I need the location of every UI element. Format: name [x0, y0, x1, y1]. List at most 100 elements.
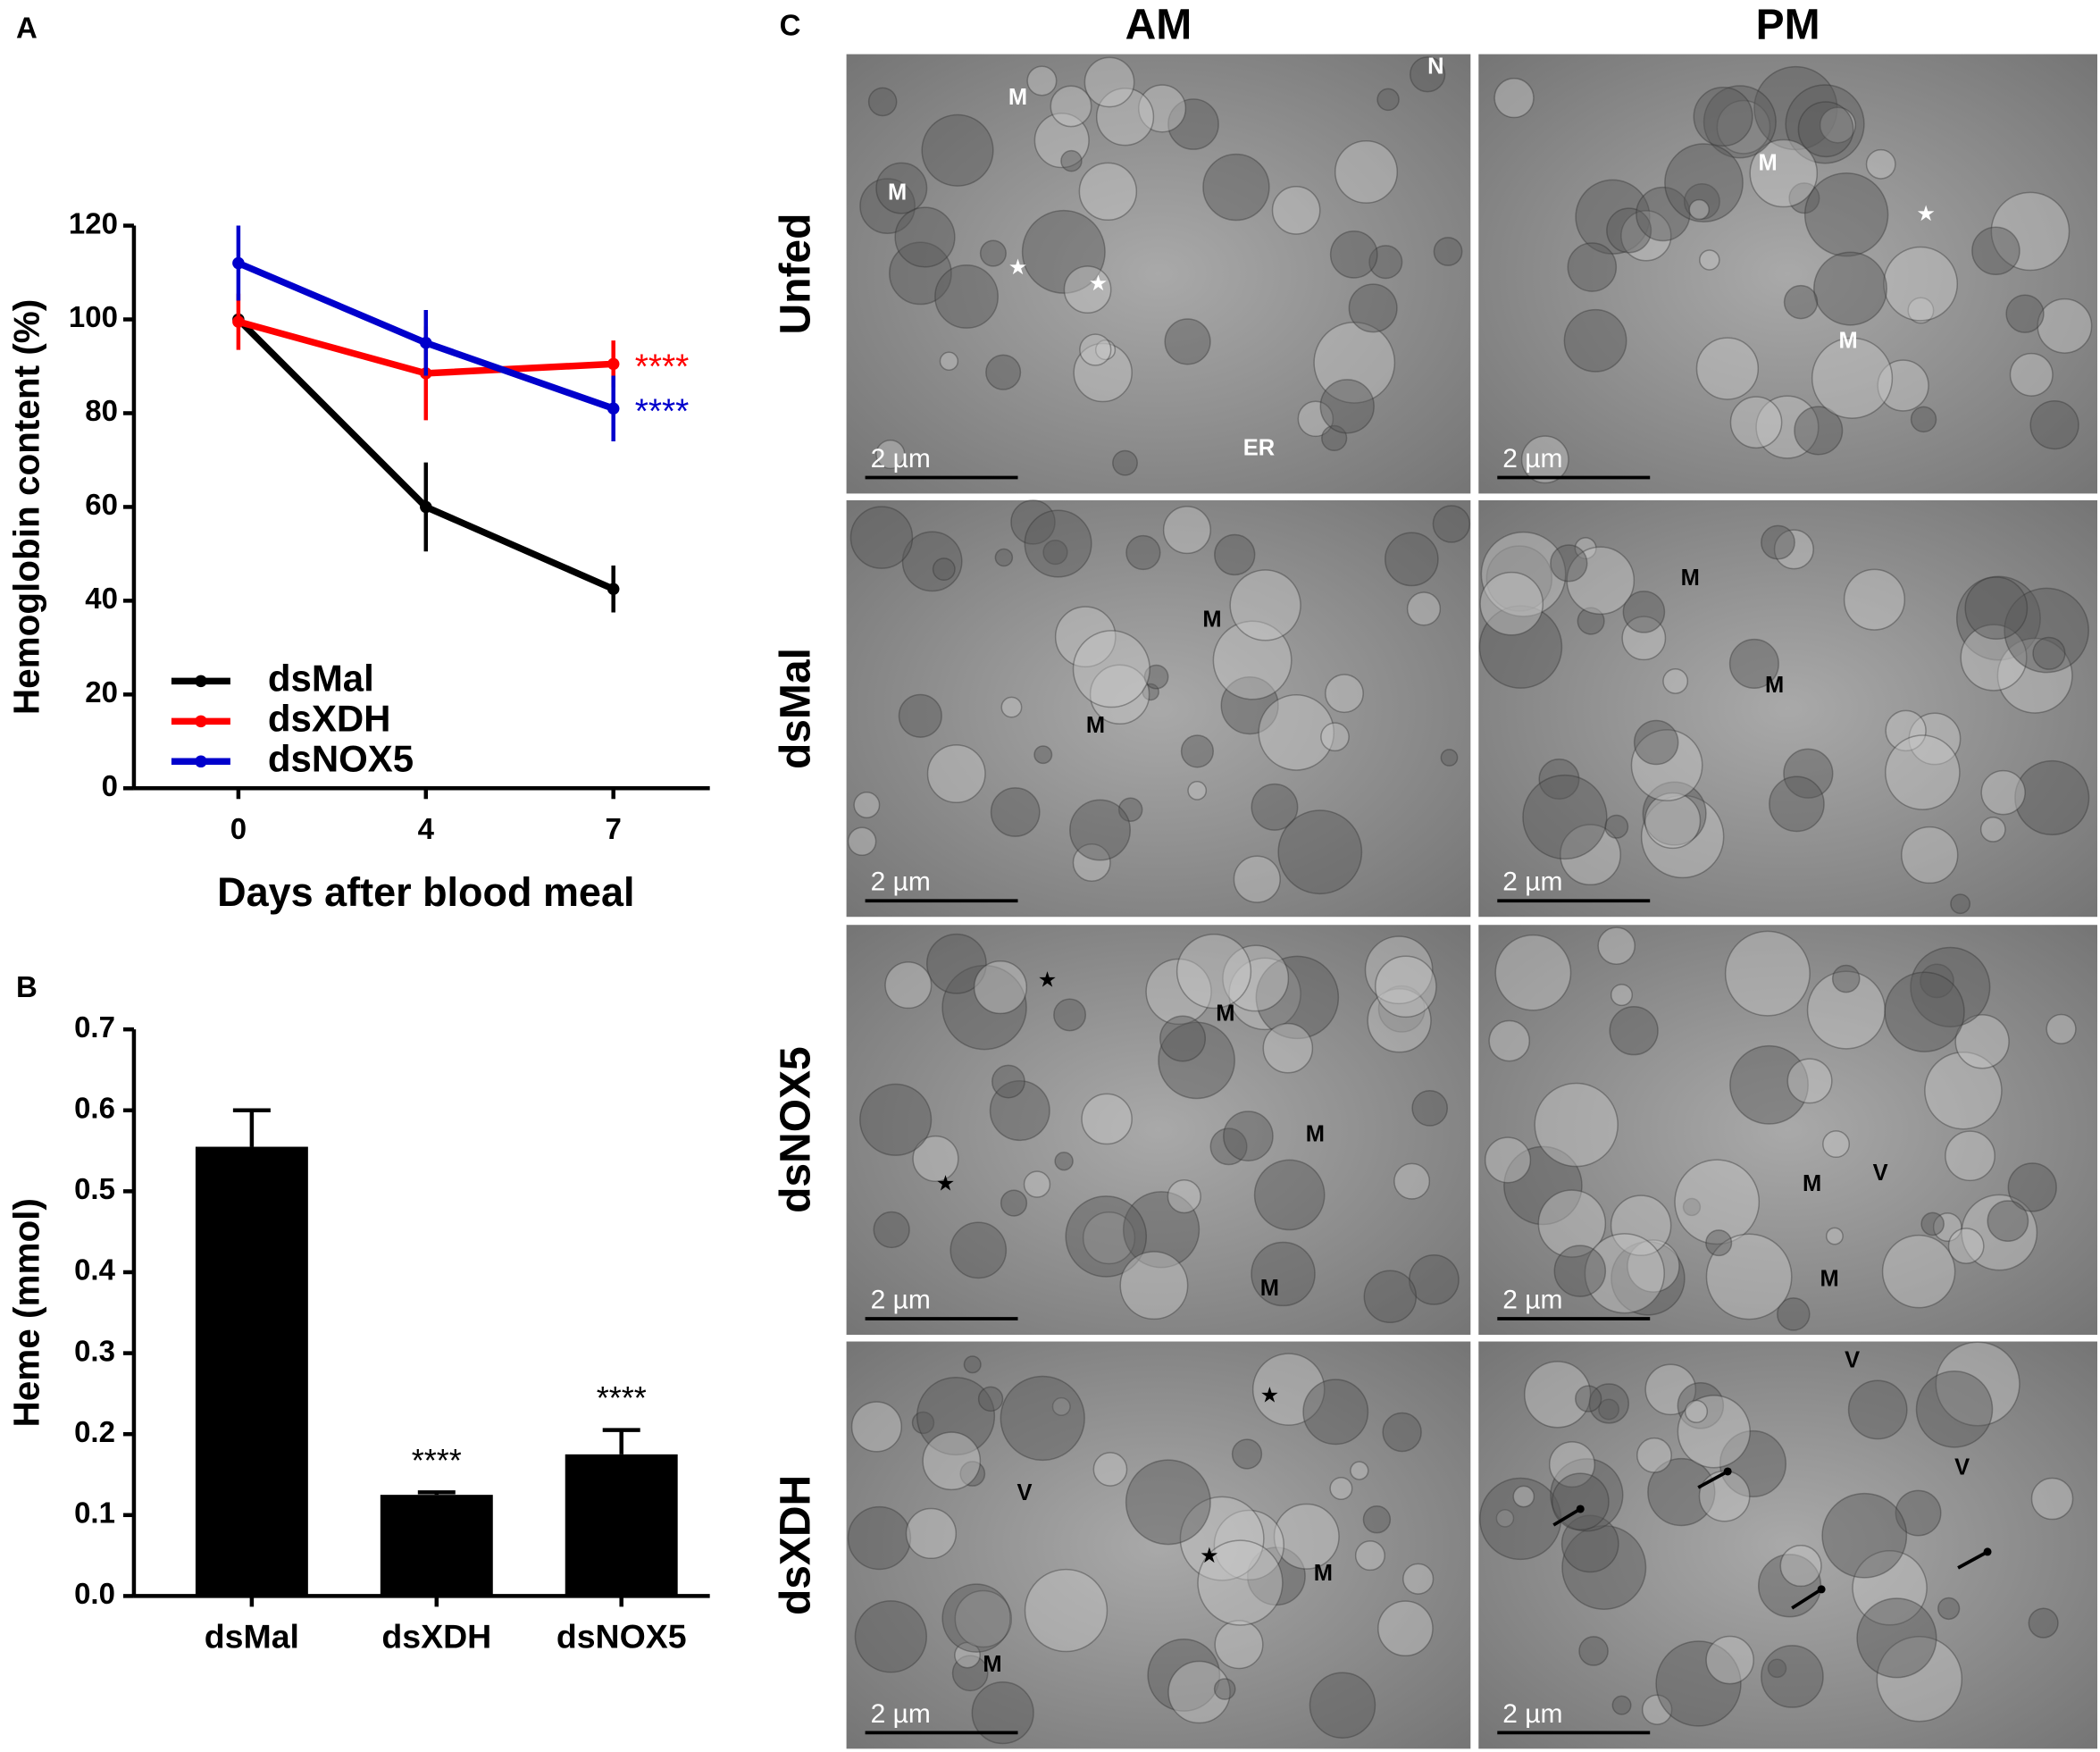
texture	[2028, 1607, 2059, 1639]
texture	[1179, 1496, 1265, 1581]
x-tick-label: dsNOX5	[556, 1617, 687, 1655]
arrow	[1791, 1588, 1823, 1610]
legend-marker	[195, 715, 207, 728]
texture	[1167, 98, 1219, 150]
micrograph	[846, 499, 1471, 918]
texture	[954, 1641, 981, 1669]
texture	[1611, 1241, 1686, 1316]
texture	[1955, 575, 2041, 661]
texture	[1175, 933, 1252, 1010]
texture	[1083, 56, 1135, 108]
panel-label: A	[16, 11, 38, 44]
texture	[853, 792, 881, 818]
texture	[1865, 148, 1896, 180]
structure-label: M	[1306, 1121, 1325, 1146]
texture	[2030, 1477, 2074, 1521]
texture	[1377, 985, 1426, 1033]
texture	[1162, 506, 1211, 555]
texture	[1627, 1239, 1680, 1293]
row-label: Unfed	[772, 214, 819, 335]
texture	[1783, 748, 1834, 799]
texture	[1642, 781, 1707, 846]
texture	[911, 1411, 935, 1435]
scale-bar-label: 2 µm	[1502, 1699, 1562, 1729]
scale-bar-label: 2 µm	[1502, 1285, 1562, 1314]
texture	[1197, 1539, 1284, 1626]
texture	[989, 1080, 1050, 1142]
significance: ****	[635, 393, 690, 432]
texture	[1164, 318, 1211, 365]
texture	[1597, 926, 1636, 965]
texture	[1251, 783, 1299, 831]
arrow	[1552, 1507, 1582, 1527]
texture	[922, 1431, 982, 1491]
texture	[1488, 1019, 1531, 1062]
texture	[1010, 499, 1056, 545]
texture	[1329, 231, 1378, 279]
texture	[994, 548, 1014, 567]
texture	[2037, 298, 2093, 354]
texture	[1534, 1082, 1619, 1168]
texture	[1677, 1395, 1751, 1469]
texture	[1033, 745, 1053, 765]
texture	[932, 557, 956, 582]
texture	[1364, 935, 1434, 1005]
texture	[1755, 395, 1820, 459]
texture	[1987, 1200, 2029, 1243]
texture	[1382, 1412, 1422, 1453]
texture	[1094, 339, 1117, 361]
star-marker: ★	[1038, 968, 1058, 993]
texture	[1979, 817, 2006, 842]
y-tick-label: 60	[85, 488, 118, 521]
micrograph	[846, 1341, 1471, 1749]
texture	[1574, 537, 1597, 560]
micrograph	[1478, 925, 2098, 1336]
texture	[979, 239, 1007, 267]
texture	[1213, 1678, 1236, 1700]
arrow-head	[1576, 1505, 1585, 1513]
texture	[1971, 226, 2021, 276]
texture	[1640, 794, 1725, 879]
texture	[1633, 719, 1679, 766]
texture	[1000, 1189, 1028, 1217]
texture	[1309, 1672, 1376, 1739]
texture	[1910, 406, 1937, 433]
texture	[1575, 179, 1651, 255]
texture	[2029, 399, 2079, 450]
texture	[849, 506, 914, 569]
structure-label: M	[1803, 1171, 1821, 1196]
texture	[1821, 1492, 1908, 1579]
texture	[1495, 1509, 1515, 1528]
texture	[1560, 1514, 1619, 1573]
texture	[1069, 799, 1131, 861]
y-tick-label: 20	[85, 675, 118, 708]
texture	[1142, 683, 1159, 701]
texture	[1021, 209, 1106, 294]
texture	[1320, 722, 1350, 752]
texture	[1843, 568, 1906, 631]
texture	[1520, 435, 1569, 484]
y-tick-label: 80	[85, 394, 118, 427]
structure-label: M	[1681, 566, 1700, 591]
x-tick-label: 4	[418, 812, 435, 845]
texture	[1677, 1382, 1725, 1429]
column-header: AM	[1125, 1, 1192, 48]
texture	[1376, 88, 1400, 112]
texture	[916, 1376, 996, 1456]
texture	[889, 241, 952, 306]
structure-label: V	[1873, 1161, 1888, 1186]
texture	[1258, 694, 1335, 771]
texture	[1630, 729, 1703, 801]
texture	[1051, 1396, 1071, 1416]
texture	[867, 87, 898, 117]
scale-bar-label: 2 µm	[1502, 444, 1562, 474]
arrow-head	[1983, 1547, 1992, 1556]
texture	[1703, 85, 1777, 159]
texture	[1433, 237, 1463, 266]
legend-marker	[195, 755, 207, 768]
texture	[926, 744, 986, 804]
texture	[1622, 591, 1666, 633]
panel-label: C	[780, 8, 801, 41]
texture	[847, 1505, 912, 1571]
